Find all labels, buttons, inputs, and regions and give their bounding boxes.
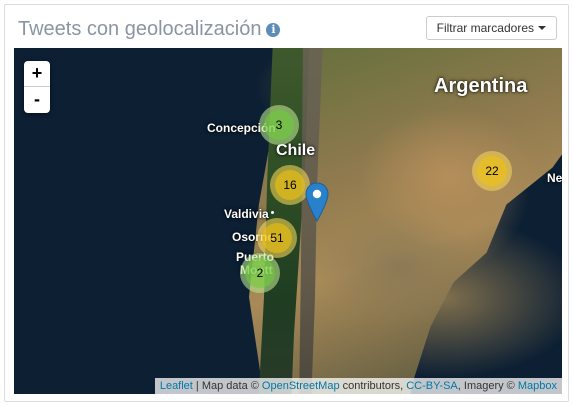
map-label-chile: Chile — [276, 142, 316, 159]
marker-cluster[interactable]: 16 — [270, 165, 310, 205]
filter-markers-button[interactable]: Filtrar marcadores — [425, 16, 557, 40]
openstreetmap-link[interactable]: OpenStreetMap — [261, 380, 340, 392]
map-pin-icon[interactable] — [305, 182, 329, 222]
attribution-text-2: contributors, — [339, 380, 407, 392]
leaflet-link[interactable]: Leaflet — [159, 380, 193, 392]
license-link[interactable]: CC-BY-SA — [406, 380, 458, 392]
zoom-in-button[interactable]: + — [24, 61, 50, 87]
tweets-map-panel: Tweets con geolocalización i Filtrar marc… — [4, 4, 569, 402]
caret-down-icon — [538, 26, 546, 30]
cluster-count: 2 — [245, 258, 275, 288]
attribution-text-3: , Imagery © — [457, 380, 518, 392]
cluster-count: 3 — [264, 110, 294, 140]
map-label-argentina: Argentina — [434, 75, 528, 97]
marker-cluster[interactable]: 3 — [259, 105, 299, 145]
marker-cluster[interactable]: 22 — [472, 151, 512, 191]
filter-markers-label: Filtrar marcadores — [436, 21, 534, 35]
attribution-text-1: | Map data © — [192, 380, 262, 392]
zoom-control: + - — [24, 61, 50, 113]
map-label-concepcion: Concepción — [207, 121, 276, 135]
map-attribution: Leaflet | Map data © OpenStreetMap contr… — [154, 378, 562, 394]
map-label-ne: Ne — [547, 171, 562, 185]
panel-title: Tweets con geolocalización i — [18, 18, 281, 41]
zoom-out-button[interactable]: - — [34, 89, 40, 109]
marker-cluster[interactable]: 2 — [240, 253, 280, 293]
panel-title-text: Tweets con geolocalización — [18, 18, 262, 40]
map-view[interactable]: Argentina Chile Concepción Valdivia Osor… — [14, 48, 562, 394]
city-dot-valdivia — [271, 211, 274, 214]
cluster-count: 51 — [262, 223, 292, 253]
map-label-valdivia: Valdivia — [224, 207, 269, 221]
mapbox-link[interactable]: Mapbox — [517, 380, 557, 392]
cluster-count: 16 — [275, 170, 305, 200]
info-icon[interactable]: i — [266, 23, 281, 37]
cluster-count: 22 — [477, 156, 507, 186]
marker-cluster[interactable]: 51 — [257, 218, 297, 258]
